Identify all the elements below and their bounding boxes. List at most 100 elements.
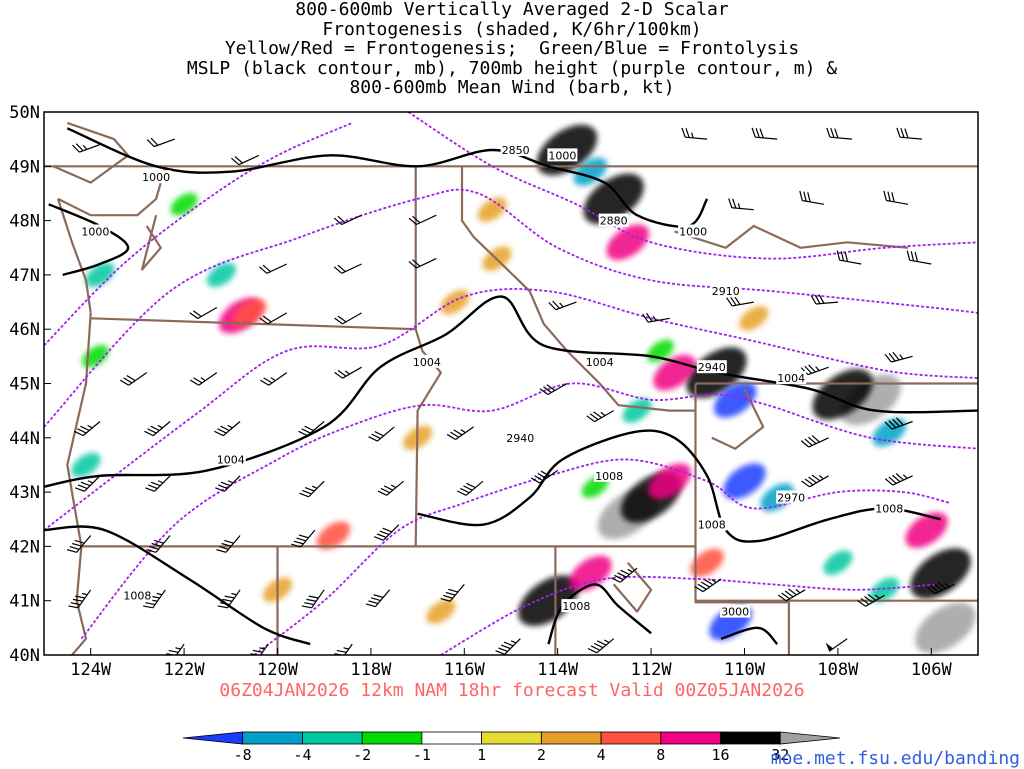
barb-flag [142, 605, 153, 609]
colorbar-swatch [720, 731, 781, 745]
height-label: 2940 [696, 360, 727, 374]
shading-blob [690, 548, 724, 577]
wind-barb [642, 312, 670, 323]
barb-flag [495, 650, 505, 655]
barb-half-flag [604, 639, 610, 644]
x-tick-label: 106W [911, 660, 953, 680]
barb-flag [755, 128, 760, 138]
colorbar-swatch [481, 731, 542, 745]
colorbar-label: -8 [234, 746, 252, 764]
barb-flag [857, 600, 866, 607]
barb-flag [726, 297, 733, 307]
wind-barb [146, 137, 176, 148]
height-label: 2970 [776, 490, 807, 505]
barb-flag [914, 251, 919, 262]
barb-flag [298, 430, 308, 437]
wind-barb [333, 214, 362, 226]
wind-barb [883, 190, 909, 205]
state-border [56, 198, 92, 314]
barb-flag [302, 489, 312, 495]
barb-flag [730, 296, 737, 306]
barb-flag [306, 598, 317, 602]
shading-blob [85, 262, 115, 288]
barb-flag [620, 569, 630, 576]
wind-barb [214, 421, 241, 437]
barb-flag [368, 436, 378, 442]
wind-barb [231, 154, 260, 166]
barb-flag [74, 539, 85, 544]
credit-link[interactable]: moe.met.fsu.edu/banding [770, 748, 1020, 769]
barb-flag [803, 191, 807, 202]
colorbar-swatch [541, 731, 602, 745]
barb-flag [382, 527, 393, 533]
barb-flag [617, 572, 627, 578]
wind-barb [119, 372, 148, 386]
chart-title: 800-600mb Vertically Averaged 2-D Scalar… [0, 0, 1024, 98]
shading-blob [426, 599, 456, 624]
barb-flag [308, 595, 319, 599]
barb-flag [259, 317, 269, 325]
barb-flag [446, 433, 456, 441]
height-contour [44, 288, 978, 531]
wind-barb [145, 475, 171, 492]
barb-flag [534, 475, 544, 482]
wind-barb [75, 475, 101, 492]
wind-barb [408, 214, 437, 226]
colorbar-label: 16 [711, 746, 729, 764]
shading-blob [71, 452, 101, 478]
wind-barb [217, 589, 241, 609]
barb-flag [759, 128, 764, 139]
mslp-contour [547, 583, 652, 645]
wind-barb [801, 474, 829, 488]
contour-label-bg [505, 430, 536, 444]
barb-flag [234, 156, 243, 164]
barb-flag [74, 430, 84, 437]
barb-half-flag [157, 480, 164, 484]
barb-flag [807, 192, 811, 203]
barb-half-flag [795, 588, 801, 594]
contour-label-bg [710, 284, 741, 298]
wind-barb [548, 300, 577, 311]
height-label: 2910 [710, 284, 741, 298]
barb-flag [596, 640, 607, 646]
barb-flag [808, 364, 816, 373]
title-line: Yellow/Red = Frontogenesis; Green/Blue =… [224, 38, 800, 60]
barb-flag [333, 266, 343, 274]
barb-flag [884, 353, 892, 363]
wind-barb [884, 473, 913, 486]
barb-flag [383, 485, 394, 491]
barb-flag [614, 574, 624, 581]
contour-label-text: 1008 [562, 600, 590, 613]
wind-barb [260, 372, 288, 386]
contour-label-text: 2880 [600, 215, 628, 228]
barb-half-flag [944, 582, 950, 588]
wind-barb [334, 312, 362, 325]
barb-flag [75, 487, 85, 492]
barb-half-flag [600, 411, 606, 417]
barb-flag [896, 127, 901, 138]
barb-flag [811, 435, 820, 443]
contour-label-bg [215, 452, 246, 466]
barb-flag [895, 473, 904, 481]
contour-label-bg [80, 224, 111, 238]
barb-flag [548, 302, 557, 311]
barb-flag [220, 481, 231, 487]
barb-flag [830, 128, 835, 138]
barb-flag [888, 420, 897, 429]
wind-barb [72, 143, 101, 153]
contour-label-text: 1008 [123, 589, 151, 602]
contour-label-bg [678, 224, 709, 238]
barb-flag [734, 296, 741, 305]
wind-barb [146, 535, 171, 553]
barb-flag [337, 315, 347, 323]
barb-flag [334, 371, 343, 379]
barb-flag [589, 413, 599, 421]
barb-flag [892, 418, 900, 427]
barb-flag [801, 480, 810, 488]
barb-flag [291, 543, 301, 548]
shading-blob [583, 173, 644, 225]
barb-half-flag [311, 485, 318, 489]
barb-flag [260, 379, 270, 386]
contour-label-text: 2940 [698, 361, 726, 374]
contour-label-text: 1000 [679, 226, 707, 239]
